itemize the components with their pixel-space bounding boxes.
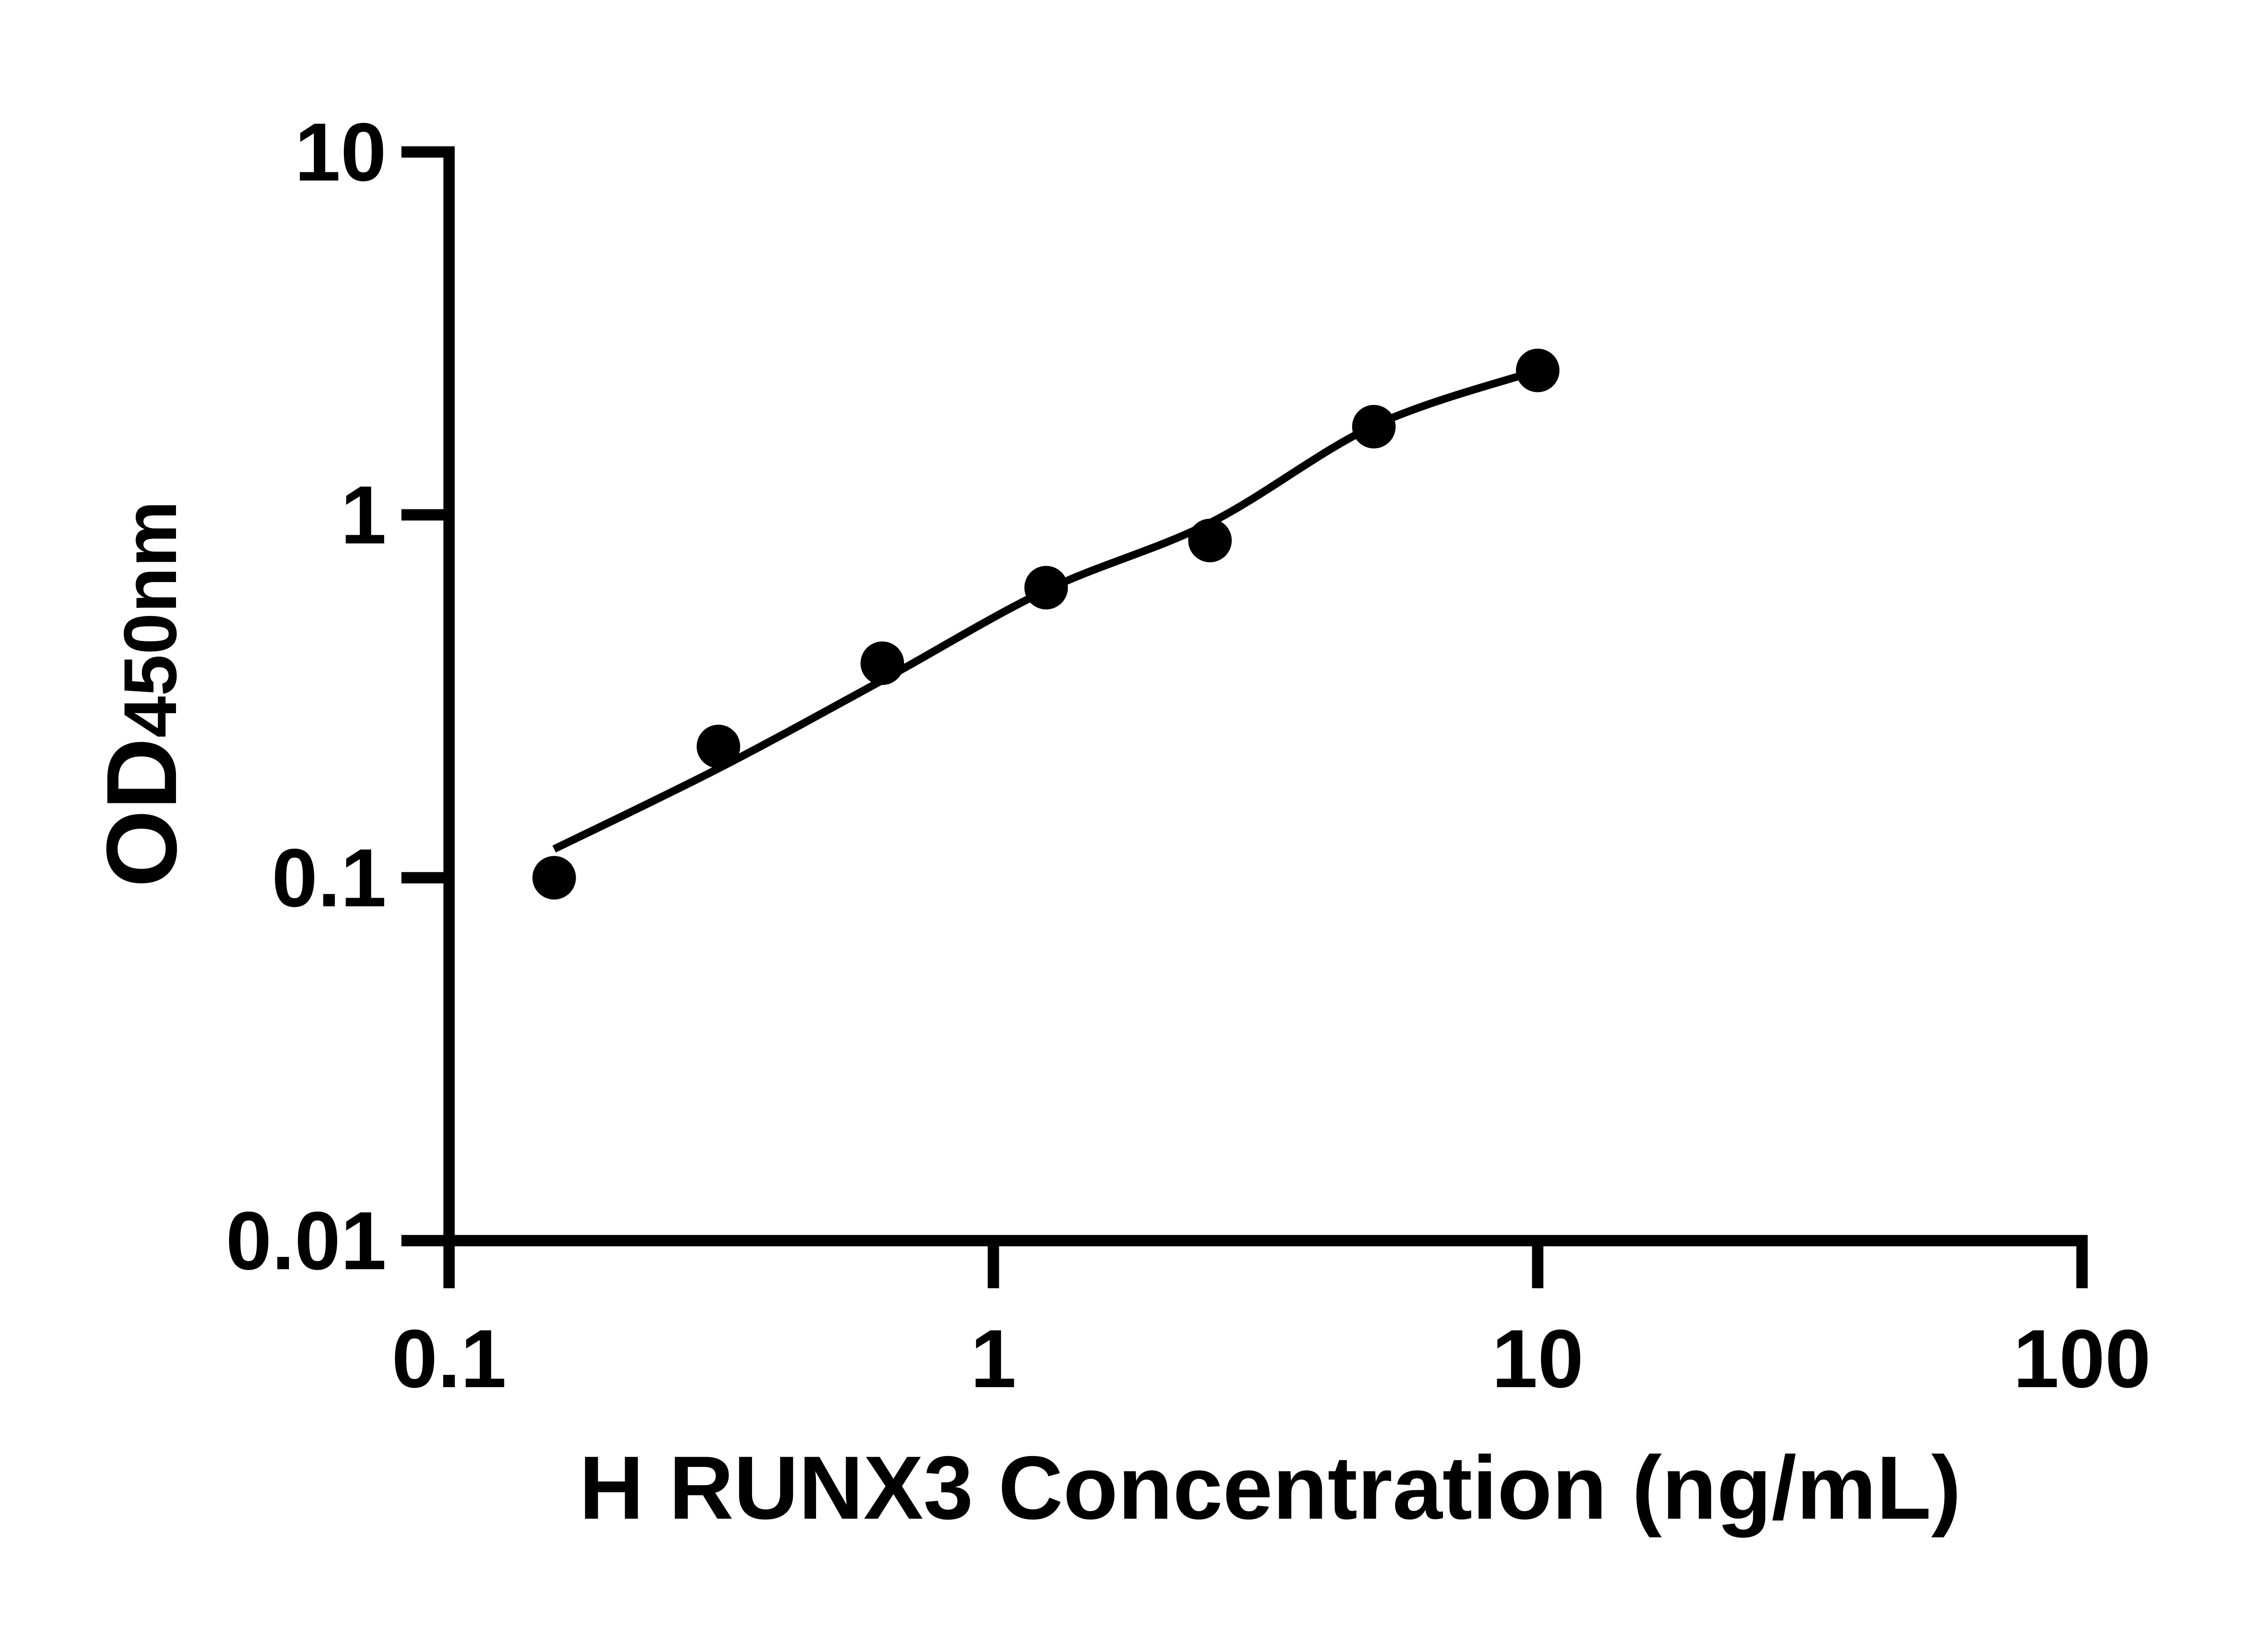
axis-ticks <box>401 146 2088 1288</box>
data-point-1 <box>532 856 576 900</box>
data-point-7 <box>1516 348 1559 392</box>
data-point-2 <box>696 724 740 768</box>
x-tick-label-10: 10 <box>1492 1312 1584 1405</box>
y-tick-label-0.1: 0.1 <box>272 831 386 924</box>
data-point-5 <box>1188 518 1232 562</box>
x-tick-label-100: 100 <box>2013 1312 2151 1405</box>
data-point-3 <box>860 641 904 685</box>
y-axis-title-subscript: 450nm <box>108 501 192 738</box>
fit-curve-line <box>552 367 1539 853</box>
data-point-4 <box>1024 566 1068 610</box>
y-tick-label-0.01: 0.01 <box>226 1194 386 1287</box>
x-tick-label-0.1: 0.1 <box>391 1312 506 1405</box>
y-tick-label-1: 1 <box>341 469 386 561</box>
data-point-6 <box>1352 405 1396 449</box>
x-tick-label-1: 1 <box>970 1312 1016 1405</box>
axes <box>401 146 2088 1288</box>
y-axis-title-main: OD <box>86 738 197 887</box>
x-axis-title: H RUNX3 Concentration (ng/mL) <box>579 1437 1961 1538</box>
data-series <box>532 348 1559 900</box>
y-axis-title: OD450nm <box>86 501 197 888</box>
y-tick-label-10: 10 <box>295 106 386 198</box>
